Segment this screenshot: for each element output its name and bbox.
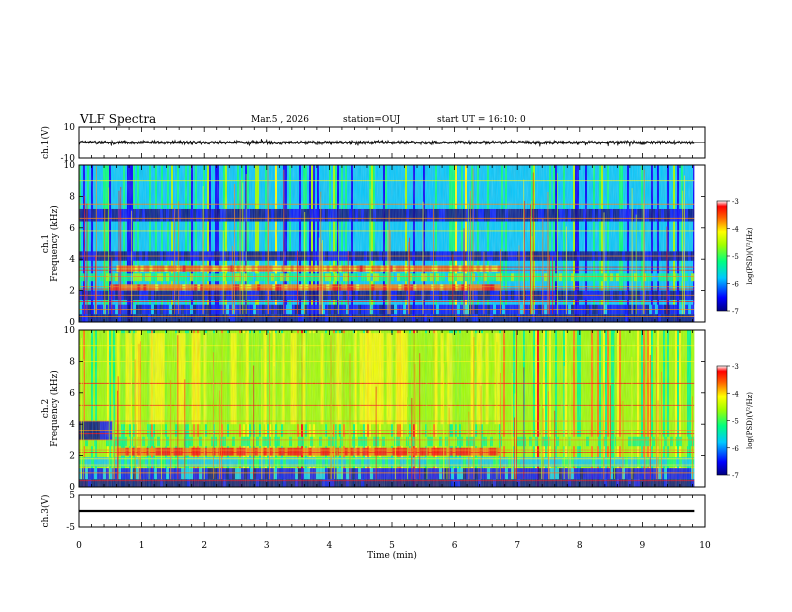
time-tick-label: 9 [640, 541, 646, 551]
ch1-colorbar-label: log(PSD)(V²/Hz) [746, 227, 754, 284]
ch2-spectrogram-ylabel: Frequency (kHz) [49, 370, 60, 447]
time-tick-label: 7 [514, 541, 520, 551]
ch2-colorbar-tick-label: -6 [732, 445, 739, 453]
ch1-colorbar-tick-label: -5 [732, 253, 739, 261]
ch3-waveform-ytick-label: 5 [69, 491, 75, 501]
time-tick-label: 3 [264, 541, 270, 551]
ch2-colorbar-gradient [716, 365, 728, 476]
ch1-spectrogram-ytick-label: 0 [69, 318, 75, 328]
ch2-spectrogram-ytick-label: 0 [69, 483, 75, 493]
ch1-spectrogram-ylabel: Frequency (kHz) [49, 205, 60, 282]
time-tick-label: 5 [389, 541, 395, 551]
ch2-spectrogram-ytick-label: 8 [69, 357, 75, 367]
time-tick-label: 4 [327, 541, 333, 551]
ch1-spectrogram-texture [79, 165, 695, 322]
ch1-waveform-ytick-label: -10 [61, 154, 76, 164]
ch2-colorbar-tick-label: -4 [732, 390, 739, 398]
station-label: station=OUJ [343, 115, 401, 125]
ch1-colorbar: -3 -4 -5 -6 -7 log(PSD)(V²/Hz) [716, 198, 754, 316]
ch1-waveform-line [78, 138, 695, 147]
ch1-waveform-ylabel: ch.1(V) [40, 126, 51, 159]
ch2-spectrogram-ytick-label: 2 [69, 452, 75, 462]
ch1-colorbar-tick-label: -3 [732, 198, 739, 206]
ch3-waveform-panel: 5 -5 ch.3(V) [40, 491, 706, 533]
ch1-colorbar-gradient [716, 200, 728, 312]
ch2-spectrogram-image [79, 330, 705, 487]
ch3-waveform-ylabel: ch.3(V) [40, 495, 51, 528]
ch1-spectrogram-ylabel: ch.1 [41, 234, 51, 253]
ch1-colorbar-tick-label: -4 [732, 226, 739, 234]
ch1-spectrogram-blank [694, 165, 705, 322]
ch2-colorbar-tick-label: -5 [732, 418, 739, 426]
figure-title: VLF Spectra [80, 112, 157, 126]
ch1-spectrogram-image [79, 165, 705, 322]
ch1-spectrogram-ytick-label: 10 [64, 161, 76, 171]
ch1-waveform-ytick-label: 10 [64, 123, 76, 133]
ch2-spectrogram-ylabel: ch.2 [41, 399, 51, 418]
time-tick-label: 1 [139, 541, 145, 551]
time-axis-label: Time (min) [367, 550, 417, 561]
ch2-spectrogram-panel: 0 2 4 6 8 10 ch.2 Frequency (kHz) [41, 326, 706, 493]
start-time-label: start UT = 16:10: 0 [437, 115, 526, 125]
ch1-colorbar-tick-label: -7 [732, 308, 739, 316]
ch2-spectrogram-blank [694, 330, 705, 487]
date-label: Mar.5 , 2026 [251, 115, 309, 125]
ch1-spectrogram-ytick-label: 6 [69, 224, 75, 234]
ch1-spectrogram-ytick-label: 2 [69, 287, 75, 297]
time-tick-label: 8 [577, 541, 583, 551]
ch3-waveform-ytick-label: -5 [66, 523, 75, 533]
ch2-spectrogram-ytick-label: 4 [69, 420, 75, 430]
time-axis: 0 1 2 3 4 5 6 7 8 9 10 Time (min) [76, 541, 711, 561]
ch2-colorbar: -3 -4 -5 -6 -7 log(PSD)(V²/Hz) [716, 363, 754, 480]
time-tick-label: 2 [201, 541, 207, 551]
ch2-spectrogram-ytick-label: 10 [64, 326, 76, 336]
ch2-colorbar-tick-label: -3 [732, 363, 739, 371]
ch1-spectrogram-panel: 0 2 4 6 8 10 ch.1 Frequency (kHz) [41, 161, 706, 328]
ch1-spectrogram-ytick-label: 4 [69, 255, 75, 265]
ch2-spectrogram-texture [79, 330, 695, 487]
time-tick-label: 10 [699, 541, 711, 551]
time-tick-label: 6 [452, 541, 458, 551]
ch2-colorbar-tick-label: -7 [732, 472, 739, 480]
time-tick-label: 0 [76, 541, 82, 551]
ch1-colorbar-tick-label: -6 [732, 281, 739, 289]
ch1-waveform-panel: 10 -10 ch.1(V) [40, 123, 706, 164]
ch2-spectrogram-ytick-label: 6 [69, 389, 75, 399]
ch1-spectrogram-ytick-label: 8 [69, 192, 75, 202]
ch2-colorbar-label: log(PSD)(V²/Hz) [746, 392, 754, 449]
